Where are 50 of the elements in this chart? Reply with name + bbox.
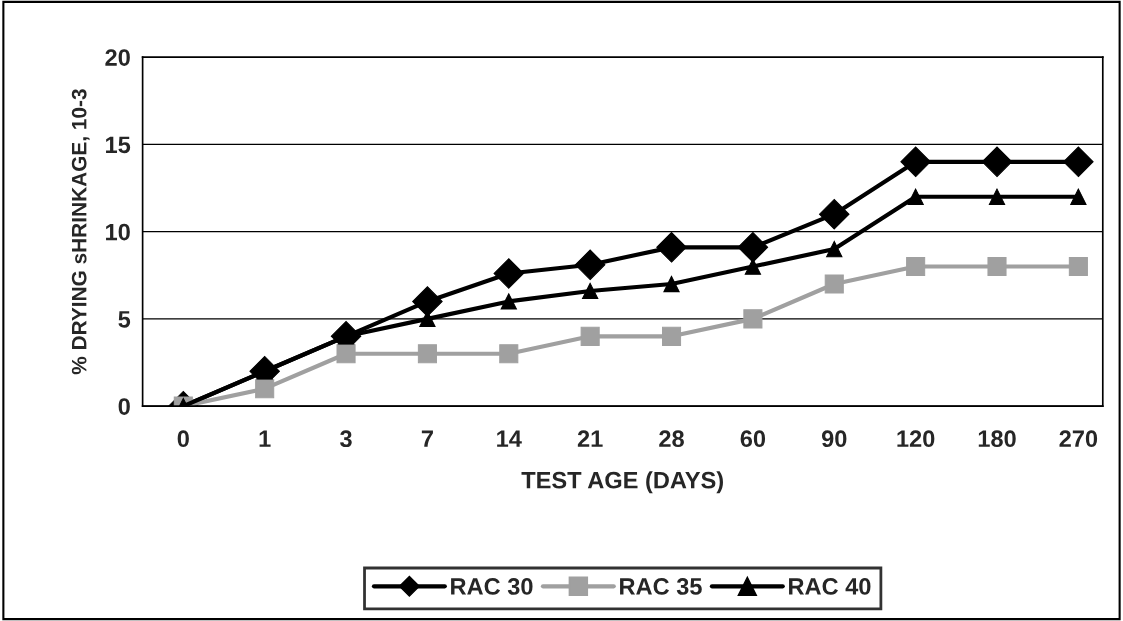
point xyxy=(336,344,356,364)
legend-label: RAC 35 xyxy=(620,578,702,595)
x-tick-label: 60 xyxy=(740,430,766,448)
point xyxy=(255,379,275,399)
point xyxy=(826,240,843,258)
point xyxy=(907,188,924,205)
point xyxy=(656,232,687,263)
point xyxy=(988,188,1006,205)
x-axis-title: TEST AGE (DAYS) xyxy=(521,471,723,494)
x-tick-label: 120 xyxy=(897,430,935,448)
legend-label: RAC 30 xyxy=(451,578,533,595)
x-tick-label: 270 xyxy=(1059,430,1098,448)
point xyxy=(824,274,844,294)
x-tick-label: 7 xyxy=(421,430,433,447)
x-tick-label: 14 xyxy=(497,430,522,447)
y-tick-label: 0 xyxy=(118,398,130,415)
point xyxy=(582,282,599,300)
x-tick-label: 0 xyxy=(177,430,189,448)
legend-label: RAC 40 xyxy=(789,578,871,595)
point xyxy=(1063,146,1094,178)
point xyxy=(580,326,600,346)
point xyxy=(981,146,1013,178)
point xyxy=(1070,188,1087,205)
x-tick-label: 180 xyxy=(978,430,1016,448)
point xyxy=(744,258,762,275)
y-tick-label: 20 xyxy=(105,49,130,66)
x-tick-label: 28 xyxy=(659,430,684,448)
point xyxy=(987,256,1007,277)
point xyxy=(417,344,437,364)
y-tick-label: 5 xyxy=(118,311,131,328)
point xyxy=(819,198,850,230)
point xyxy=(737,232,769,263)
point xyxy=(1068,256,1088,277)
point xyxy=(574,249,606,281)
point xyxy=(499,344,519,364)
y-axis-title: % DRYING sHRINKAGE, 10-3 xyxy=(71,89,90,375)
point xyxy=(743,309,763,329)
y-tick-label: 15 xyxy=(106,136,131,154)
point xyxy=(663,275,680,293)
x-tick-label: 21 xyxy=(577,430,603,447)
point xyxy=(500,293,517,310)
x-tick-label: 1 xyxy=(259,430,271,447)
y-tick-label: 10 xyxy=(106,223,130,241)
point xyxy=(906,256,926,277)
point xyxy=(661,326,682,346)
point xyxy=(493,258,525,289)
point xyxy=(412,286,443,317)
x-tick-label: 3 xyxy=(340,430,352,448)
point xyxy=(900,146,931,178)
x-tick-label: 90 xyxy=(821,430,847,448)
